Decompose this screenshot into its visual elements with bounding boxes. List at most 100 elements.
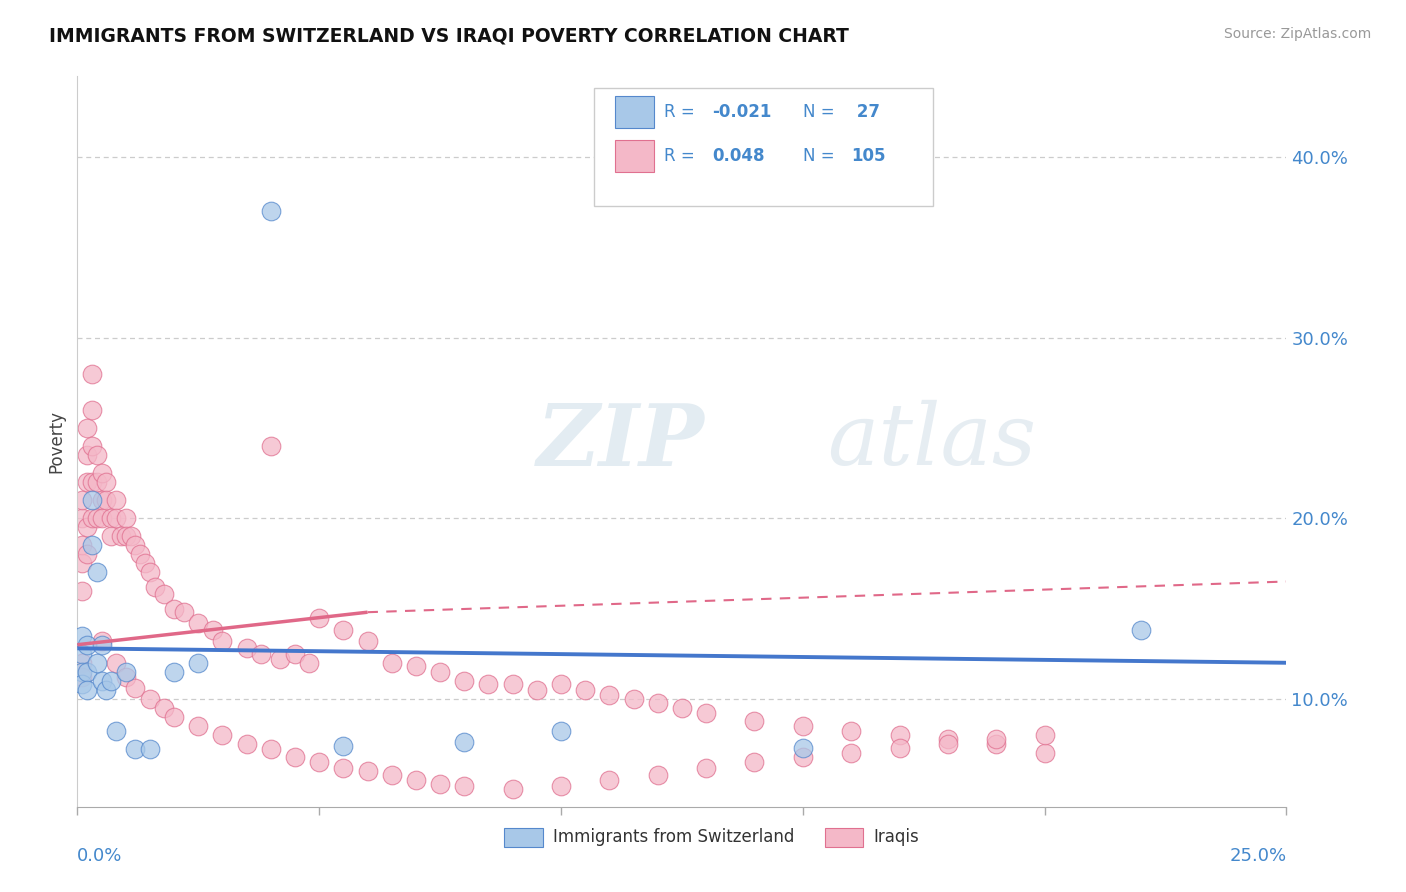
Point	[86, 566, 108, 580]
FancyBboxPatch shape	[593, 88, 934, 206]
Point	[284, 749, 307, 764]
Point	[173, 605, 195, 619]
Text: 0.0%: 0.0%	[77, 847, 122, 865]
Point	[120, 529, 142, 543]
FancyBboxPatch shape	[616, 96, 654, 128]
Point	[70, 511, 93, 525]
Point	[80, 511, 103, 525]
Point	[70, 665, 93, 679]
Text: atlas: atlas	[827, 401, 1036, 483]
Text: N =: N =	[803, 147, 839, 165]
Point	[90, 511, 112, 525]
Point	[70, 493, 93, 508]
Point	[76, 421, 98, 435]
Text: -0.021: -0.021	[713, 103, 772, 121]
Point	[70, 647, 93, 661]
Point	[124, 742, 146, 756]
Point	[163, 665, 186, 679]
Point	[298, 656, 321, 670]
Point	[671, 701, 693, 715]
Point	[477, 677, 499, 691]
Point	[792, 719, 814, 733]
Point	[70, 677, 93, 691]
Text: IMMIGRANTS FROM SWITZERLAND VS IRAQI POVERTY CORRELATION CHART: IMMIGRANTS FROM SWITZERLAND VS IRAQI POV…	[49, 27, 849, 45]
Text: Iraqis: Iraqis	[873, 829, 918, 847]
Point	[187, 656, 209, 670]
Point	[76, 665, 98, 679]
Point	[453, 735, 475, 749]
Point	[76, 448, 98, 462]
Point	[114, 529, 136, 543]
Point	[114, 511, 136, 525]
Point	[80, 493, 103, 508]
Point	[250, 647, 273, 661]
Point	[550, 724, 572, 739]
Point	[429, 777, 451, 791]
Point	[76, 548, 98, 562]
Point	[134, 557, 156, 571]
Point	[839, 746, 862, 760]
Point	[139, 566, 162, 580]
Point	[129, 548, 152, 562]
Point	[90, 638, 112, 652]
Point	[100, 673, 122, 688]
FancyBboxPatch shape	[505, 828, 543, 847]
Point	[187, 615, 209, 630]
Point	[744, 755, 766, 769]
Point	[80, 367, 103, 381]
Point	[550, 779, 572, 793]
Point	[105, 724, 128, 739]
Point	[76, 520, 98, 534]
Point	[381, 768, 404, 782]
Point	[211, 634, 233, 648]
Point	[114, 670, 136, 684]
Point	[153, 701, 176, 715]
Y-axis label: Poverty: Poverty	[48, 410, 66, 473]
Point	[96, 682, 118, 697]
Point	[502, 677, 524, 691]
Point	[526, 682, 548, 697]
Point	[889, 728, 911, 742]
Point	[598, 773, 620, 788]
Point	[269, 652, 291, 666]
Point	[100, 511, 122, 525]
Point	[143, 580, 166, 594]
Point	[70, 583, 93, 598]
Point	[80, 538, 103, 552]
Point	[695, 706, 717, 721]
Point	[153, 587, 176, 601]
Point	[163, 710, 186, 724]
Point	[90, 493, 112, 508]
Point	[744, 714, 766, 728]
Point	[936, 731, 959, 746]
Point	[76, 638, 98, 652]
Point	[100, 529, 122, 543]
Point	[356, 764, 378, 779]
Point	[90, 466, 112, 480]
Point	[124, 538, 146, 552]
Point	[90, 634, 112, 648]
Point	[839, 724, 862, 739]
Point	[429, 665, 451, 679]
Point	[356, 634, 378, 648]
Point	[936, 737, 959, 751]
Text: N =: N =	[803, 103, 839, 121]
Text: R =: R =	[664, 103, 700, 121]
Point	[332, 760, 354, 774]
Point	[80, 403, 103, 417]
Point	[235, 737, 257, 751]
Point	[284, 647, 307, 661]
Point	[70, 538, 93, 552]
Point	[260, 204, 283, 219]
Point	[502, 782, 524, 797]
Point	[105, 656, 128, 670]
Point	[792, 749, 814, 764]
Point	[986, 737, 1008, 751]
Point	[105, 493, 128, 508]
Point	[201, 624, 224, 638]
Point	[70, 656, 93, 670]
Point	[80, 439, 103, 453]
Point	[1033, 746, 1056, 760]
Point	[986, 731, 1008, 746]
Point	[70, 670, 93, 684]
